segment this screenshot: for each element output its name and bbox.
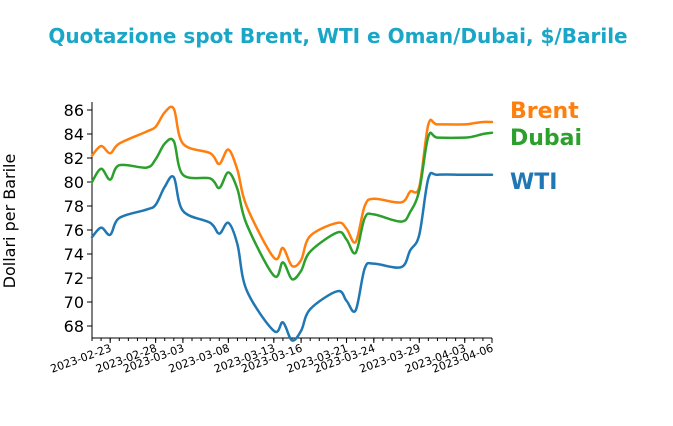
y-tick-label: 80 xyxy=(64,173,84,192)
series-line-dubai xyxy=(90,131,494,281)
y-axis-label: Dollari per Barile xyxy=(0,154,19,289)
y-tick-label: 74 xyxy=(64,245,84,264)
series-label-wti: WTI xyxy=(510,170,557,195)
series-line-wti xyxy=(90,171,494,342)
y-tick-label: 84 xyxy=(64,125,84,144)
y-tick-label: 72 xyxy=(64,269,84,288)
y-tick-label: 78 xyxy=(64,197,84,216)
y-tick-label: 86 xyxy=(64,101,84,120)
y-tick-label: 82 xyxy=(64,149,84,168)
series-label-brent: Brent xyxy=(510,99,579,124)
series-layer xyxy=(90,105,494,342)
series-line-brent xyxy=(90,105,494,268)
chart-title: Quotazione spot Brent, WTI e Oman/Dubai,… xyxy=(48,24,627,48)
y-tick-label: 76 xyxy=(64,221,84,240)
y-tick-label: 68 xyxy=(64,317,84,336)
y-tick-label: 70 xyxy=(64,293,84,312)
series-label-dubai: Dubai xyxy=(510,126,582,151)
